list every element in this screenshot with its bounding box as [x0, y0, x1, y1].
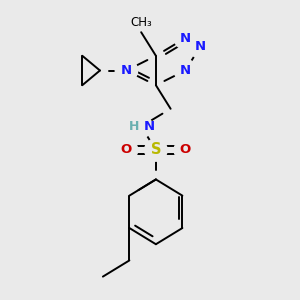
Text: N: N: [180, 64, 191, 77]
Circle shape: [115, 59, 138, 82]
Text: N: N: [180, 32, 191, 45]
Circle shape: [174, 139, 197, 161]
Text: O: O: [121, 143, 132, 157]
Circle shape: [145, 139, 167, 161]
Text: H: H: [129, 120, 140, 133]
Circle shape: [189, 36, 211, 58]
Circle shape: [130, 115, 152, 138]
Text: S: S: [151, 142, 161, 158]
Text: N: N: [143, 120, 155, 133]
Text: CH₃: CH₃: [130, 16, 152, 29]
Text: N: N: [121, 64, 132, 77]
Text: N: N: [194, 40, 206, 53]
Circle shape: [115, 139, 138, 161]
Circle shape: [174, 27, 197, 49]
Text: O: O: [180, 143, 191, 157]
Circle shape: [174, 59, 197, 82]
